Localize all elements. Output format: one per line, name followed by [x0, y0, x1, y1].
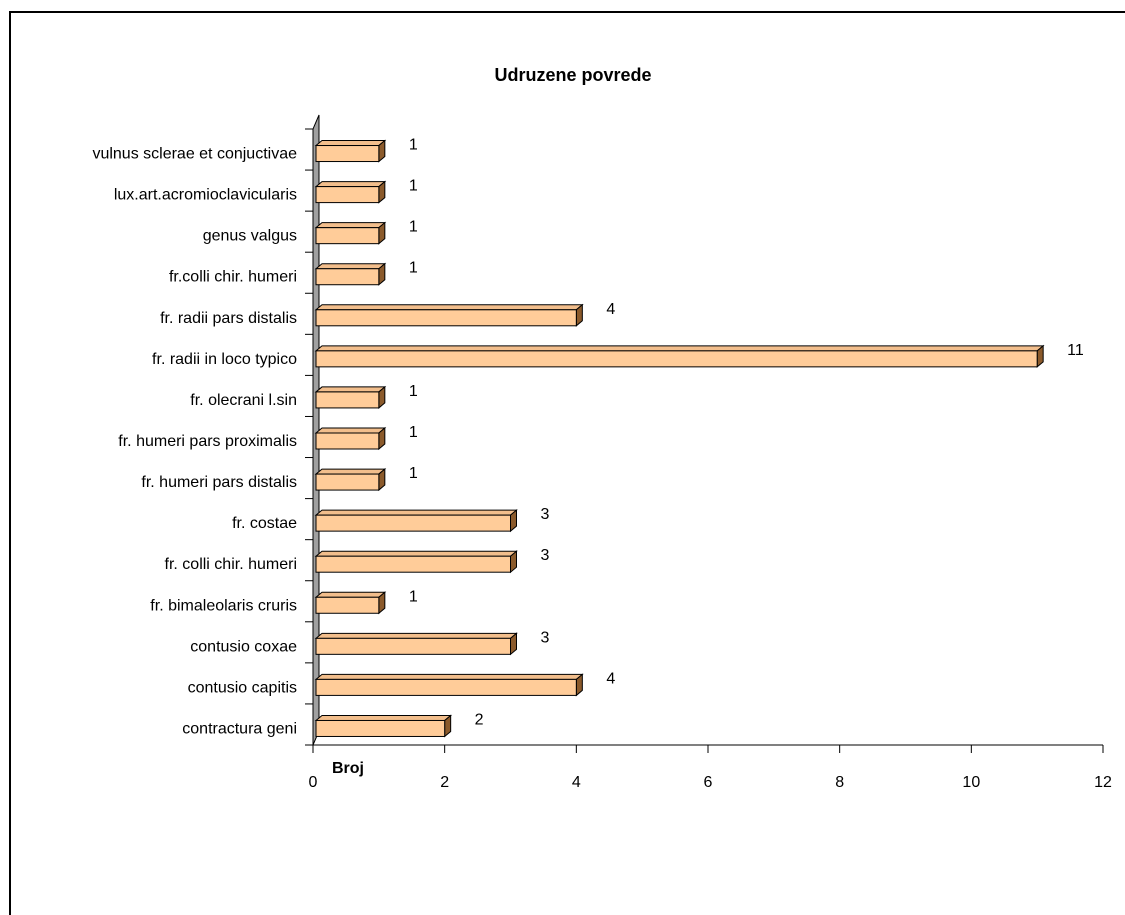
bar — [315, 391, 380, 409]
bar — [315, 473, 380, 491]
data-label: 3 — [541, 547, 550, 564]
data-label: 1 — [409, 424, 418, 441]
bar-top — [314, 632, 518, 639]
chart-frame — [9, 11, 1125, 915]
bar-top — [314, 468, 387, 475]
bar-top — [314, 140, 387, 147]
y-tick-label: contractura geni — [182, 720, 297, 737]
x-tick-label: 4 — [572, 774, 581, 791]
data-label: 1 — [409, 219, 418, 236]
x-tick-label: 8 — [835, 774, 844, 791]
bar — [315, 350, 1038, 368]
bar-top — [314, 345, 1045, 352]
y-tick-label: contusio coxae — [190, 638, 297, 655]
y-tick-label: contusio capitis — [188, 679, 297, 696]
x-axis-title: Broj — [332, 760, 364, 777]
bar — [315, 268, 380, 286]
data-label: 1 — [409, 465, 418, 482]
bar-top — [314, 509, 518, 516]
x-tick-label: 6 — [704, 774, 713, 791]
bar-top — [314, 591, 387, 598]
data-label: 11 — [1067, 342, 1084, 359]
data-label: 1 — [409, 178, 418, 195]
y-tick-label: fr. humeri pars proximalis — [118, 433, 297, 450]
data-label: 1 — [409, 260, 418, 277]
data-label: 3 — [541, 629, 550, 646]
bar — [315, 719, 446, 737]
data-label: 2 — [475, 711, 484, 728]
bar-top — [314, 222, 387, 229]
bar — [315, 555, 511, 573]
y-tick-label: genus valgus — [203, 228, 297, 245]
y-tick-label: fr. radii in loco typico — [152, 351, 297, 368]
x-tick-label: 2 — [440, 774, 449, 791]
bar — [315, 637, 511, 655]
bar-top — [314, 181, 387, 188]
bar — [315, 432, 380, 450]
x-tick-label: 0 — [309, 774, 318, 791]
data-label: 1 — [409, 137, 418, 154]
bar-top — [314, 673, 584, 680]
bar — [315, 145, 380, 163]
data-label: 4 — [606, 301, 615, 318]
bar-top — [314, 263, 387, 270]
y-tick-label: fr. humeri pars distalis — [141, 474, 297, 491]
x-tick-label: 12 — [1094, 774, 1112, 791]
y-tick-label: lux.art.acromioclavicularis — [114, 187, 297, 204]
bar — [315, 596, 380, 614]
bar-top — [314, 550, 518, 557]
data-label: 3 — [541, 506, 550, 523]
bar-top — [314, 304, 584, 311]
y-tick-label: fr. olecrani l.sin — [190, 392, 297, 409]
bar — [315, 309, 577, 327]
bar-top — [314, 427, 387, 434]
chart-title: Udruzene povrede — [494, 65, 651, 85]
bar — [315, 514, 511, 532]
bar-top — [314, 714, 453, 721]
bar — [315, 227, 380, 245]
y-tick-label: fr. radii pars distalis — [160, 310, 297, 327]
y-tick-label: fr.colli chir. humeri — [169, 269, 297, 286]
bar — [315, 678, 577, 696]
data-label: 1 — [409, 588, 418, 605]
data-label: 4 — [606, 670, 615, 687]
bar — [315, 186, 380, 204]
y-tick-label: fr. colli chir. humeri — [165, 556, 297, 573]
y-tick-label: vulnus sclerae et conjuctivae — [92, 146, 297, 163]
bar-top — [314, 386, 387, 393]
data-label: 1 — [409, 383, 418, 400]
y-tick-label: fr. bimaleolaris cruris — [150, 597, 297, 614]
y-tick-label: fr. costae — [232, 515, 297, 532]
x-tick-label: 10 — [962, 774, 980, 791]
